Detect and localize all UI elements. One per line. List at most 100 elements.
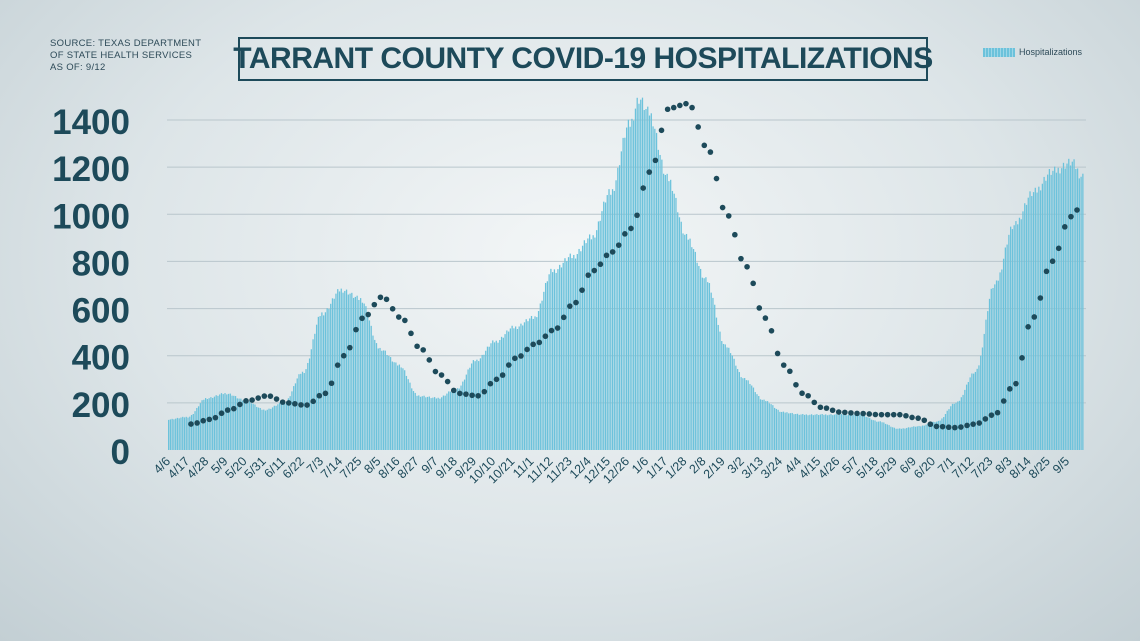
bar (1006, 244, 1008, 450)
bar (1010, 226, 1012, 450)
trend-dot (573, 299, 579, 306)
bar (190, 414, 193, 450)
bar (358, 299, 360, 450)
y-tick-label: 1000 (52, 197, 130, 236)
bar (345, 289, 348, 450)
trend-dot (230, 405, 237, 412)
bar (678, 217, 681, 450)
trend-dot (347, 344, 353, 351)
bar (340, 288, 342, 450)
bar (287, 398, 290, 450)
y-tick-label: 1200 (52, 150, 130, 189)
bar (352, 297, 355, 450)
bar (703, 278, 705, 450)
bar (731, 355, 733, 450)
trend-dot (1013, 380, 1019, 387)
chart-title: TARRANT COUNTY COVID-19 HOSPITALIZATIONS (233, 42, 933, 75)
bar (1055, 172, 1058, 450)
trend-dot (652, 157, 659, 164)
bar (636, 97, 638, 450)
bar (458, 388, 460, 450)
bar (298, 374, 300, 450)
bar (830, 414, 832, 450)
trend-dot (420, 347, 427, 353)
bar (682, 233, 684, 450)
trend-dot (408, 330, 414, 337)
bar (960, 397, 962, 450)
bar (610, 194, 612, 450)
bar (768, 403, 770, 450)
bar (534, 316, 536, 450)
bar (708, 283, 711, 450)
trend-dot (353, 326, 359, 333)
bar (1057, 167, 1059, 450)
bar (994, 284, 996, 450)
bar (884, 423, 887, 450)
bar (536, 317, 538, 450)
bar (527, 321, 529, 450)
bar (913, 426, 915, 450)
bar (326, 308, 328, 450)
bar (1050, 174, 1052, 450)
trend-dot (371, 301, 378, 308)
bar (212, 397, 214, 450)
bar (271, 407, 274, 450)
bar (382, 350, 385, 450)
trend-dot (945, 424, 952, 431)
x-tick-label: 3/24 (758, 454, 785, 481)
bar (1004, 247, 1006, 450)
bar (268, 408, 270, 450)
bar (537, 311, 540, 450)
bar (886, 424, 888, 450)
bar (368, 320, 371, 450)
bar (851, 415, 853, 450)
trend-dot (194, 420, 200, 426)
bar (414, 392, 416, 450)
bar (321, 312, 323, 450)
bar (296, 378, 298, 450)
bar (456, 388, 459, 450)
trend-dot (823, 405, 830, 411)
y-axis-ticks: 0 200 400 600 800 1000 1200 1400 (52, 103, 130, 472)
bar (515, 326, 517, 450)
trend-dot (304, 402, 310, 408)
bar (770, 404, 772, 450)
bar (877, 421, 880, 450)
bar (673, 193, 675, 450)
trend-dot (762, 315, 769, 321)
trend-dot (811, 399, 818, 406)
trend-dot (536, 339, 543, 346)
trend-dot (499, 372, 506, 378)
bar (173, 419, 175, 450)
bar (426, 396, 429, 450)
bar (367, 315, 369, 450)
bar (754, 392, 756, 450)
bar (409, 382, 411, 450)
bar (726, 347, 728, 450)
bar (677, 212, 679, 450)
bar (692, 249, 695, 450)
bar (1020, 219, 1022, 450)
bar (384, 350, 386, 450)
bar (544, 282, 547, 450)
trend-dot (646, 169, 653, 175)
bar (893, 427, 896, 450)
bar (280, 403, 283, 450)
bar (810, 414, 813, 450)
trend-dot (530, 341, 536, 348)
bar (980, 355, 982, 450)
bar (532, 318, 534, 450)
trend-dot (585, 272, 591, 278)
trend-dot (994, 409, 1001, 416)
bar (671, 190, 674, 451)
trend-dot (1019, 355, 1025, 361)
trend-dot (450, 387, 457, 394)
bar (273, 405, 275, 450)
bar (243, 400, 246, 450)
bar (497, 342, 499, 450)
bar (314, 333, 316, 450)
bar (592, 235, 594, 450)
bar (823, 414, 825, 450)
bar (333, 298, 335, 450)
bar (631, 118, 633, 450)
